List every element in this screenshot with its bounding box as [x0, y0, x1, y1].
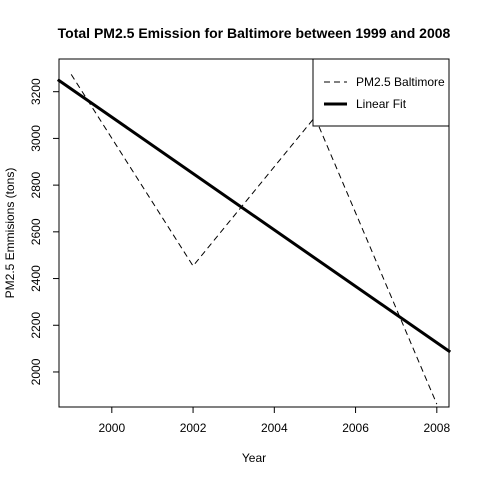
- y-axis-label: PM2.5 Emmisions (tons): [3, 168, 17, 299]
- series-pm25-baltimore-line: [70, 74, 438, 405]
- x-axis-label: Year: [242, 451, 266, 465]
- y-tick-label: 3000: [29, 125, 43, 152]
- x-tick-label: 2008: [423, 421, 450, 435]
- legend-box: [312, 58, 450, 127]
- y-tick-label: 2000: [29, 358, 43, 385]
- chart-title: Total PM2.5 Emission for Baltimore betwe…: [58, 25, 451, 41]
- x-tick-label: 2002: [180, 421, 207, 435]
- legend-label-pm25-baltimore: PM2.5 Baltimore: [356, 75, 445, 89]
- y-axis-ticks: 2000 2200 2400 2600 2800 3000 3200: [29, 78, 59, 385]
- x-axis-ticks: 2000 2002 2004 2006 2008: [98, 407, 450, 435]
- y-tick-label: 2200: [29, 312, 43, 339]
- plot-frame: [58, 58, 450, 408]
- y-tick-label: 2800: [29, 171, 43, 198]
- x-tick-label: 2006: [342, 421, 369, 435]
- series-linear-fit-line: [56, 78, 452, 354]
- y-tick-label: 2600: [29, 218, 43, 245]
- y-tick-label: 3200: [29, 78, 43, 105]
- x-tick-label: 2000: [98, 421, 125, 435]
- y-tick-label: 2400: [29, 265, 43, 292]
- x-tick-label: 2004: [261, 421, 288, 435]
- legend: PM2.5 Baltimore Linear Fit: [312, 58, 450, 127]
- legend-label-linear-fit: Linear Fit: [356, 97, 407, 111]
